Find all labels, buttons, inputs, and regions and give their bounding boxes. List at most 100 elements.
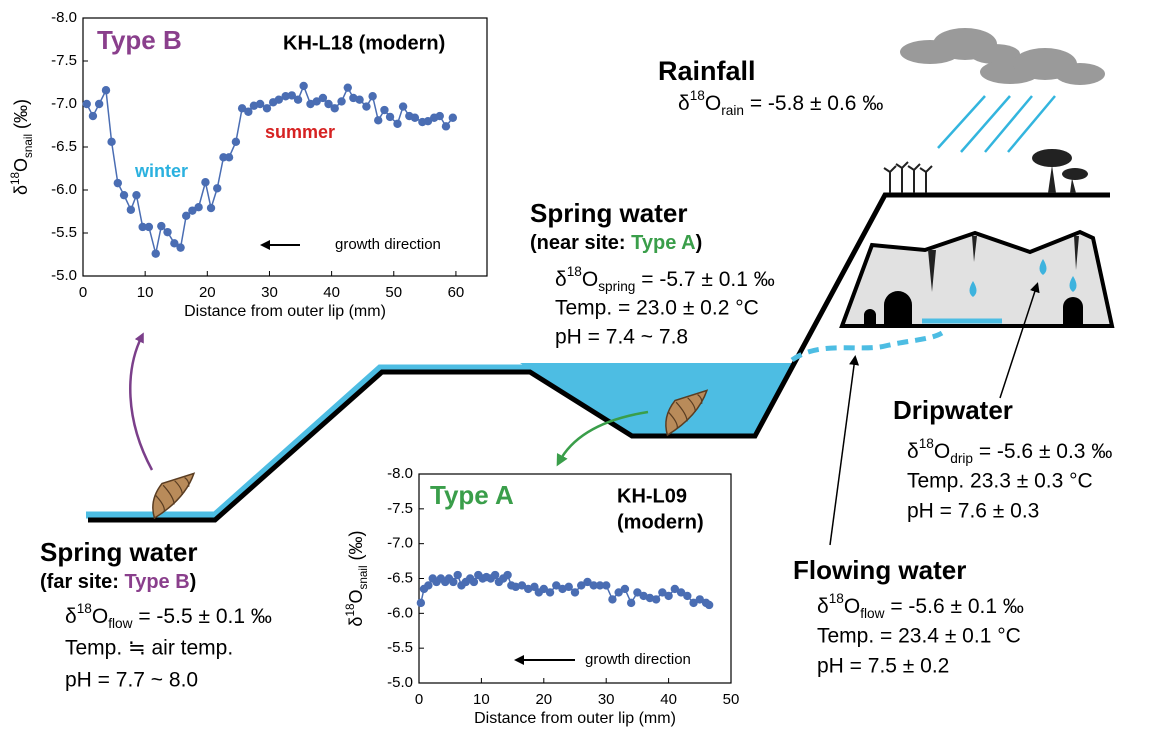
ph: pH = 7.7 ~ 8.0 xyxy=(65,669,198,692)
data-point xyxy=(82,99,91,109)
data-point xyxy=(170,239,179,248)
y-axis-label: δ18Osnail (‰) xyxy=(9,99,35,195)
temperature: Temp. = 23.4 ± 0.1 °C xyxy=(817,625,1021,648)
data-point xyxy=(144,222,154,232)
data-point xyxy=(213,184,222,193)
subtitle-text: (far site: xyxy=(40,571,124,593)
x-tick-label: 0 xyxy=(415,691,423,708)
data-point xyxy=(368,92,377,101)
value: = -5.6 ± 0.3 ‰ xyxy=(973,440,1112,463)
x-tick-label: 10 xyxy=(137,284,154,301)
temperature: Temp. ≒ air temp. xyxy=(65,637,233,660)
data-point xyxy=(683,591,692,601)
data-point xyxy=(293,95,303,104)
x-axis-label: Distance from outer lip (mm) xyxy=(474,710,676,727)
ph: pH = 7.5 ± 0.2 xyxy=(817,655,949,678)
site-type: Type A xyxy=(631,232,695,254)
data-point xyxy=(244,107,253,116)
annotation: summer xyxy=(265,122,335,142)
data-point xyxy=(119,190,129,200)
data-point xyxy=(633,588,642,597)
flow-path xyxy=(790,330,944,363)
data-point xyxy=(206,203,216,213)
symbol: δ xyxy=(907,440,919,463)
subscript: snail xyxy=(22,134,35,158)
value: = -5.6 ± 0.1 ‰ xyxy=(885,595,1024,618)
superscript: 18 xyxy=(919,436,934,451)
data-point xyxy=(355,95,364,104)
subscript: snail xyxy=(357,565,370,589)
data-point xyxy=(330,104,339,113)
symbol: δ xyxy=(65,605,77,628)
ph: pH = 7.6 ± 0.3 xyxy=(907,500,1039,523)
spring-pool xyxy=(520,363,795,434)
subscript: flow xyxy=(108,616,132,631)
element: O xyxy=(844,595,860,618)
rain xyxy=(937,95,1056,153)
value: (‰) xyxy=(11,99,31,134)
annotation: KH-L18 (modern) xyxy=(283,32,445,54)
subscript: drip xyxy=(950,451,973,466)
data-point xyxy=(107,137,116,147)
data-point xyxy=(614,588,623,597)
data-point xyxy=(151,249,160,258)
block-subtitle: (far site: Type B) xyxy=(40,571,196,593)
temperature: Temp. = 23.0 ± 0.2 °C xyxy=(555,297,759,320)
x-tick-label: 20 xyxy=(535,691,552,708)
data-point xyxy=(393,119,402,128)
data-point xyxy=(602,581,611,590)
data-point xyxy=(176,243,185,252)
value: = -5.7 ± 0.1 ‰ xyxy=(635,268,774,291)
value: = -5.5 ± 0.1 ‰ xyxy=(133,605,272,628)
data-point xyxy=(224,153,234,162)
pointer-drip xyxy=(999,282,1040,399)
data-point xyxy=(132,190,141,200)
data-point xyxy=(469,577,479,587)
y-tick-label: -7.0 xyxy=(51,95,77,112)
data-point xyxy=(424,581,433,590)
x-tick-label: 40 xyxy=(323,284,340,301)
data-point xyxy=(126,205,136,214)
element: O xyxy=(11,158,31,172)
y-tick-label: -7.5 xyxy=(387,500,413,517)
landscape xyxy=(86,28,1115,546)
clouds xyxy=(900,28,1105,85)
data-point xyxy=(689,598,698,608)
y-tick-label: -8.0 xyxy=(51,9,77,26)
data-point xyxy=(374,116,383,125)
data-point xyxy=(423,117,433,126)
annotation: (modern) xyxy=(617,511,704,533)
superscript: 18 xyxy=(567,264,582,279)
element: O xyxy=(705,92,721,115)
data-point xyxy=(620,584,630,594)
x-tick-label: 0 xyxy=(79,284,87,301)
data-point xyxy=(410,113,420,122)
value: (‰) xyxy=(346,530,366,565)
data-point xyxy=(385,112,395,122)
data-point xyxy=(676,588,686,597)
rainfall-title: Rainfall xyxy=(658,56,756,86)
data-point xyxy=(380,105,389,115)
isotope-value: δ18Ospring = -5.7 ± 0.1 ‰ xyxy=(555,264,775,294)
superscript: 18 xyxy=(344,604,357,617)
data-point xyxy=(318,93,328,103)
y-tick-label: -6.5 xyxy=(387,569,413,586)
block-title: Spring water xyxy=(530,198,687,228)
data-point xyxy=(545,588,555,597)
isotope-value: δ18Oflow = -5.5 ± 0.1 ‰ xyxy=(65,601,272,631)
data-point xyxy=(231,137,241,147)
water-line xyxy=(86,364,532,519)
data-point xyxy=(324,99,333,109)
data-point xyxy=(449,577,458,587)
data-point xyxy=(517,581,527,590)
data-point xyxy=(88,111,98,121)
data-point xyxy=(453,570,462,580)
data-point xyxy=(157,221,166,231)
rainfall-isotope: δ18Orain = -5.8 ± 0.6 ‰ xyxy=(678,88,883,118)
subtitle-text: ) xyxy=(190,571,197,593)
data-point xyxy=(539,584,548,594)
cave-openings xyxy=(864,291,1083,326)
y-tick-label: -8.0 xyxy=(387,465,413,482)
data-point xyxy=(113,178,123,188)
